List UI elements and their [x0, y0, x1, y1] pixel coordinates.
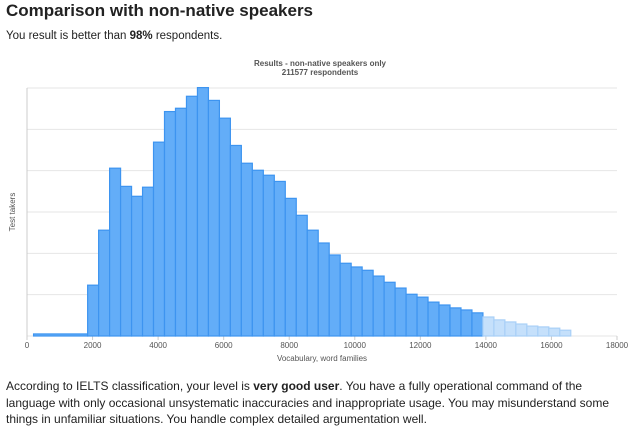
- histogram-bar: [174, 107, 188, 337]
- header: Comparison with non-native speakers You …: [6, 0, 313, 42]
- x-tick-label: 16000: [540, 341, 563, 350]
- histogram-bar: [361, 269, 374, 337]
- footer-text: According to IELTS classification, your …: [6, 379, 254, 393]
- histogram-bar: [240, 162, 253, 337]
- histogram-bar: [460, 309, 473, 337]
- histogram-bar: [108, 167, 122, 337]
- chart: Results - non-native speakers only 21157…: [8, 59, 629, 363]
- histogram-bar: [295, 214, 308, 337]
- histogram-bar: [98, 229, 111, 337]
- histogram-bar: [350, 266, 363, 337]
- histogram-bar: [416, 296, 429, 337]
- histogram-bar: [262, 174, 275, 337]
- page-title: Comparison with non-native speakers: [6, 1, 314, 20]
- histogram-bar: [196, 86, 210, 337]
- histogram-bar: [548, 327, 561, 337]
- histogram-bar: [449, 307, 462, 337]
- x-tick-label: 10000: [344, 341, 367, 350]
- footer: According to IELTS classification, your …: [6, 378, 634, 428]
- histogram-bar: [119, 185, 133, 337]
- histogram-bar: [328, 254, 341, 337]
- histogram-bar: [482, 316, 495, 337]
- result-line: You result is better than 98% respondent…: [6, 30, 313, 42]
- x-tick-label: 14000: [475, 341, 498, 350]
- x-tick-label: 4000: [149, 341, 167, 350]
- histogram-bar: [504, 321, 517, 337]
- histogram-bar: [185, 95, 199, 337]
- histogram-bar: [163, 110, 177, 337]
- histogram-bar: [87, 284, 100, 337]
- x-tick-label: 2000: [84, 341, 102, 350]
- histogram-bar: [141, 186, 155, 337]
- histogram-bar: [152, 141, 166, 337]
- x-tick-label: 6000: [215, 341, 233, 350]
- result-text: respondents.: [152, 30, 223, 42]
- histogram-bar: [372, 275, 385, 337]
- histogram-bar: [537, 326, 550, 337]
- histogram-bar: [32, 333, 89, 337]
- histogram-bar: [394, 287, 407, 337]
- histogram-bar: [438, 304, 451, 337]
- histogram-bar: [493, 319, 506, 337]
- histogram-bar: [317, 242, 330, 337]
- x-tick-label: 0: [25, 341, 30, 350]
- x-tick-label: 12000: [409, 341, 432, 350]
- x-tick-label: 8000: [280, 341, 298, 350]
- chart-subtitle: 211577 respondents: [282, 68, 359, 77]
- x-axis-label: Vocabulary, word families: [277, 354, 367, 363]
- histogram-bar: [284, 197, 297, 337]
- histogram-bar: [229, 144, 242, 337]
- histogram-bar: [273, 180, 286, 337]
- histogram-bar: [515, 323, 528, 337]
- histogram-bar: [251, 169, 264, 337]
- histogram-bar: [306, 229, 319, 337]
- histogram-bar: [405, 293, 418, 337]
- chart-title: Results - non-native speakers only: [254, 59, 387, 68]
- histogram-bar: [383, 281, 396, 337]
- histogram-bar: [339, 262, 352, 337]
- histogram-bar: [471, 312, 484, 337]
- result-percent: 98%: [129, 30, 153, 42]
- y-axis-label: Test takers: [8, 193, 17, 232]
- histogram-bar: [526, 325, 539, 337]
- histogram-bar: [218, 117, 231, 337]
- result-text: You result is better than: [6, 30, 130, 42]
- histogram-bar: [427, 301, 440, 337]
- x-tick-label: 18000: [606, 341, 629, 350]
- histogram-bar: [207, 99, 221, 337]
- footer-level: very good user: [253, 379, 340, 393]
- histogram-bar: [130, 195, 144, 337]
- histogram-bar: [559, 329, 572, 337]
- footer-text: . You have a fully operational command o…: [6, 379, 610, 426]
